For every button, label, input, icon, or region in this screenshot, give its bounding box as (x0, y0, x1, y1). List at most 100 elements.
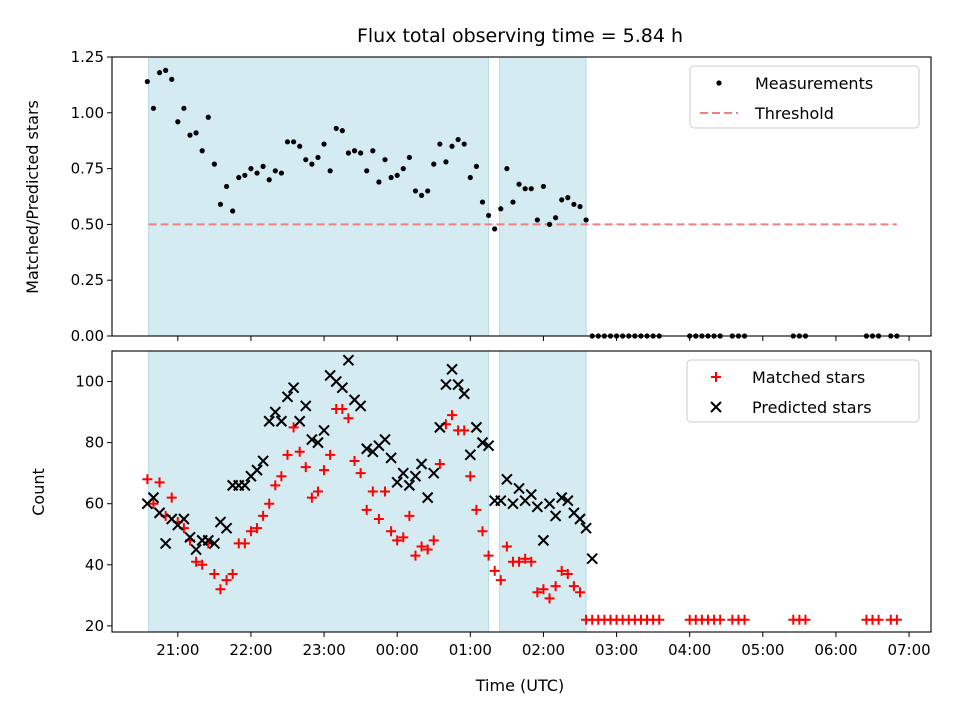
predicted-stars-point (440, 378, 452, 391)
predicted-stars-point (476, 436, 489, 449)
measurements-point (309, 161, 315, 167)
matched-stars-point (477, 526, 488, 537)
matched-stars-point (428, 535, 439, 546)
measurements-point (333, 125, 339, 132)
matched-stars-point (209, 568, 220, 579)
measurements-point (510, 199, 516, 205)
matched-stars-point (312, 486, 323, 497)
predicted-stars-point (501, 473, 513, 485)
legend-entry-predicted-stars-marker (710, 401, 722, 413)
measurements-point (260, 163, 266, 169)
measurements-point (175, 119, 181, 125)
legend-box-2 (686, 359, 920, 423)
matched-stars-point (392, 535, 403, 546)
measurements-point (193, 130, 199, 136)
matched-stars-point (270, 480, 281, 491)
measurements-point (230, 208, 236, 214)
predicted-stars-point (287, 381, 300, 394)
matched-stars-point (520, 553, 531, 564)
x-tick-label: 03:00 (595, 641, 638, 659)
predicted-stars-point (281, 391, 294, 403)
predicted-stars-point (397, 467, 409, 479)
matched-stars-point (526, 556, 537, 567)
matched-stars-point (221, 575, 232, 586)
panel-frame-1 (111, 56, 932, 337)
matched-stars-point (166, 492, 177, 503)
matched-stars-point (276, 471, 287, 482)
y-tick-label: 80 (85, 434, 104, 452)
measurements-point (254, 170, 260, 176)
y-tick-label: 60 (85, 495, 104, 513)
x-axis-label: Time (UTC) (475, 676, 564, 695)
predicted-stars-point (239, 479, 251, 492)
y-tick-label: 0.75 (71, 160, 104, 178)
measurements-point (236, 174, 242, 181)
measurements-point (382, 157, 388, 163)
matched-stars-point (471, 504, 482, 515)
measurements-point (577, 203, 583, 210)
matched-stars-point (654, 614, 665, 625)
measurements-point (351, 148, 358, 154)
matched-stars-point (337, 404, 348, 415)
matched-stars-point (495, 575, 506, 586)
predicted-stars-point (190, 543, 202, 556)
y-tick-label: 1.00 (71, 104, 104, 122)
measurements-point (473, 163, 480, 169)
predicted-stars-point (361, 443, 373, 455)
measurements-point (443, 159, 449, 165)
y-tick-label: 20 (85, 617, 104, 635)
predicted-stars-point (306, 433, 318, 446)
legend-entry-matched-stars-marker (711, 372, 721, 382)
observing-interval-1-2 (499, 56, 587, 337)
x-tick-label: 06:00 (814, 641, 857, 659)
matched-stars-point (142, 474, 153, 485)
matched-stars-point (282, 449, 293, 460)
predicted-stars-point (184, 531, 196, 544)
matched-stars-point (739, 614, 750, 625)
predicted-stars-point (220, 522, 233, 534)
measurements-point (211, 161, 217, 167)
predicted-stars-point (354, 400, 367, 412)
matched-stars-point (410, 550, 421, 561)
matched-stars-point (404, 510, 415, 521)
predicted-stars-point (482, 439, 495, 452)
measurements-point (546, 221, 553, 227)
matched-stars-point (306, 492, 317, 503)
x-tick-label: 23:00 (302, 641, 345, 659)
measurements-point (528, 186, 534, 192)
matched-stars-point (288, 422, 299, 433)
measurements-point (565, 195, 571, 201)
legend-entry-measurements-marker (716, 80, 722, 86)
matched-stars-point (252, 523, 263, 534)
matched-stars-point (148, 498, 159, 509)
matched-stars-point (154, 477, 165, 488)
x-tick-label: 21:00 (156, 641, 199, 659)
measurements-point (412, 188, 419, 194)
legend-entry-measurements-label: Measurements (755, 74, 873, 93)
predicted-stars-point (556, 491, 568, 504)
measurements-point (455, 136, 461, 143)
predicted-stars-point (275, 415, 288, 427)
measurements-point (199, 148, 205, 154)
matched-stars-point (197, 559, 208, 570)
measurements-point (290, 139, 297, 145)
matched-stars-point (239, 538, 250, 549)
predicted-stars-point (543, 498, 556, 510)
measurements-point (248, 166, 254, 172)
measurements-point (150, 105, 157, 111)
measurements-point (321, 141, 327, 147)
matched-stars-point (891, 614, 902, 625)
measurements-point (315, 154, 321, 161)
measurements-point (181, 105, 187, 111)
predicted-stars-point (403, 479, 416, 492)
measurements-point (303, 157, 309, 163)
matched-stars-point (483, 550, 494, 561)
chart-title: Flux total observing time = 5.84 h (357, 25, 683, 47)
measurements-point (144, 78, 150, 85)
y-tick-label: 0.50 (71, 215, 104, 233)
legend-entry-threshold-label: Threshold (754, 104, 834, 123)
measurements-point (540, 183, 547, 190)
measurements-point (418, 192, 425, 198)
measurements-point (449, 143, 455, 149)
